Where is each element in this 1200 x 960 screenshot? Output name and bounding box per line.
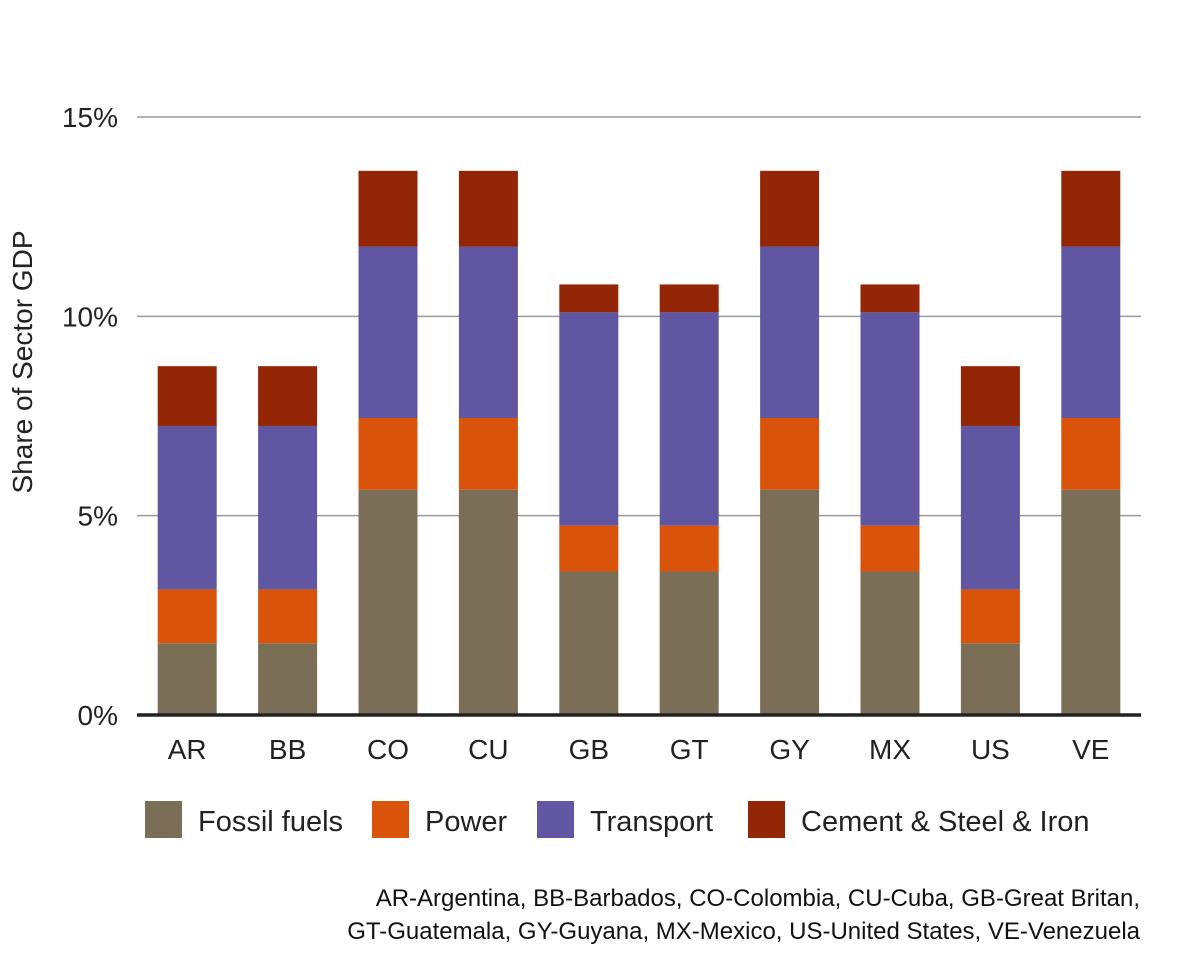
legend-swatch <box>372 801 409 838</box>
y-tick-label: 10% <box>62 301 118 332</box>
bar-segment-mx-power <box>860 525 920 572</box>
x-tick-label: MX <box>869 734 911 765</box>
bar-segment-co-fossil-fuels <box>358 489 418 715</box>
legend-label: Power <box>425 806 508 838</box>
x-tick-label: CO <box>367 734 409 765</box>
legend-label: Fossil fuels <box>198 806 343 838</box>
bar-segment-bb-power <box>258 589 318 644</box>
bar-segment-gy-cement-steel-iron <box>760 170 820 247</box>
x-tick-label: GB <box>569 734 609 765</box>
y-tick-label: 0% <box>78 700 118 731</box>
legend-label: Cement & Steel & Iron <box>801 806 1090 838</box>
bar-segment-cu-transport <box>458 246 518 418</box>
bar-segment-co-cement-steel-iron <box>358 170 418 247</box>
bar-segment-cu-cement-steel-iron <box>458 170 518 247</box>
bar-segment-us-power <box>960 589 1020 644</box>
footnote-line-1: AR-Argentina, BB-Barbados, CO-Colombia, … <box>375 885 1140 912</box>
bar-segment-ar-cement-steel-iron <box>157 366 217 426</box>
bar-segment-co-transport <box>358 246 418 418</box>
legend-label: Transport <box>590 806 713 838</box>
footnote-line-2: GT-Guatemala, GY-Guyana, MX-Mexico, US-U… <box>347 918 1140 945</box>
bar-segment-gb-transport <box>559 312 619 526</box>
y-tick-label: 15% <box>62 102 118 133</box>
bar-segment-bb-fossil-fuels <box>258 643 318 715</box>
x-axis-ticks: AR BB CO CU GB GT GY MX US VE <box>168 734 1110 765</box>
bar-segment-ar-transport <box>157 425 217 590</box>
bar-segment-bb-cement-steel-iron <box>258 366 318 426</box>
bar-segment-mx-cement-steel-iron <box>860 284 920 313</box>
country-code-footnote: AR-Argentina, BB-Barbados, CO-Colombia, … <box>40 882 1140 948</box>
bar-segment-gt-power <box>659 525 719 572</box>
bar-segment-cu-power <box>458 417 518 490</box>
bar-segment-gt-transport <box>659 312 719 526</box>
bar-segment-gy-fossil-fuels <box>760 489 820 715</box>
legend-swatch <box>537 801 574 838</box>
x-tick-label: VE <box>1072 734 1109 765</box>
bar-segment-us-fossil-fuels <box>960 643 1020 715</box>
bar-segment-mx-fossil-fuels <box>860 571 920 715</box>
bar-segment-us-transport <box>960 425 1020 590</box>
y-axis-label: Share of Sector GDP <box>7 230 38 493</box>
x-tick-label: BB <box>269 734 306 765</box>
x-tick-label: US <box>971 734 1010 765</box>
bar-segment-bb-transport <box>258 425 318 590</box>
x-tick-label: CU <box>468 734 508 765</box>
bar-segment-ve-cement-steel-iron <box>1061 170 1121 247</box>
bar-segment-ar-power <box>157 589 217 644</box>
legend-swatch <box>145 801 182 838</box>
x-tick-label: GY <box>769 734 810 765</box>
bar-segment-gt-cement-steel-iron <box>659 284 719 313</box>
bar-segment-gb-power <box>559 525 619 572</box>
bar-segment-ve-fossil-fuels <box>1061 489 1121 715</box>
bar-segment-cu-fossil-fuels <box>458 489 518 715</box>
bar-segment-ve-transport <box>1061 246 1121 418</box>
y-tick-label: 5% <box>78 501 118 532</box>
bar-segment-gy-power <box>760 417 820 490</box>
x-tick-label: GT <box>670 734 709 765</box>
x-tick-label: AR <box>168 734 207 765</box>
legend-swatch <box>748 801 785 838</box>
bar-segment-gy-transport <box>760 246 820 418</box>
y-axis-ticks: 0% 5% 10% 15% <box>62 102 118 731</box>
bar-segment-gb-fossil-fuels <box>559 571 619 715</box>
bar-segment-gt-fossil-fuels <box>659 571 719 715</box>
bar-segment-mx-transport <box>860 312 920 526</box>
bar-segment-ve-power <box>1061 417 1121 490</box>
bar-segment-us-cement-steel-iron <box>960 366 1020 426</box>
bar-segment-co-power <box>358 417 418 490</box>
bars <box>157 170 1121 715</box>
legend: Fossil fuels Power Transport Cement & Steel… <box>145 801 1090 838</box>
bar-segment-ar-fossil-fuels <box>157 643 217 715</box>
bar-segment-gb-cement-steel-iron <box>559 284 619 313</box>
